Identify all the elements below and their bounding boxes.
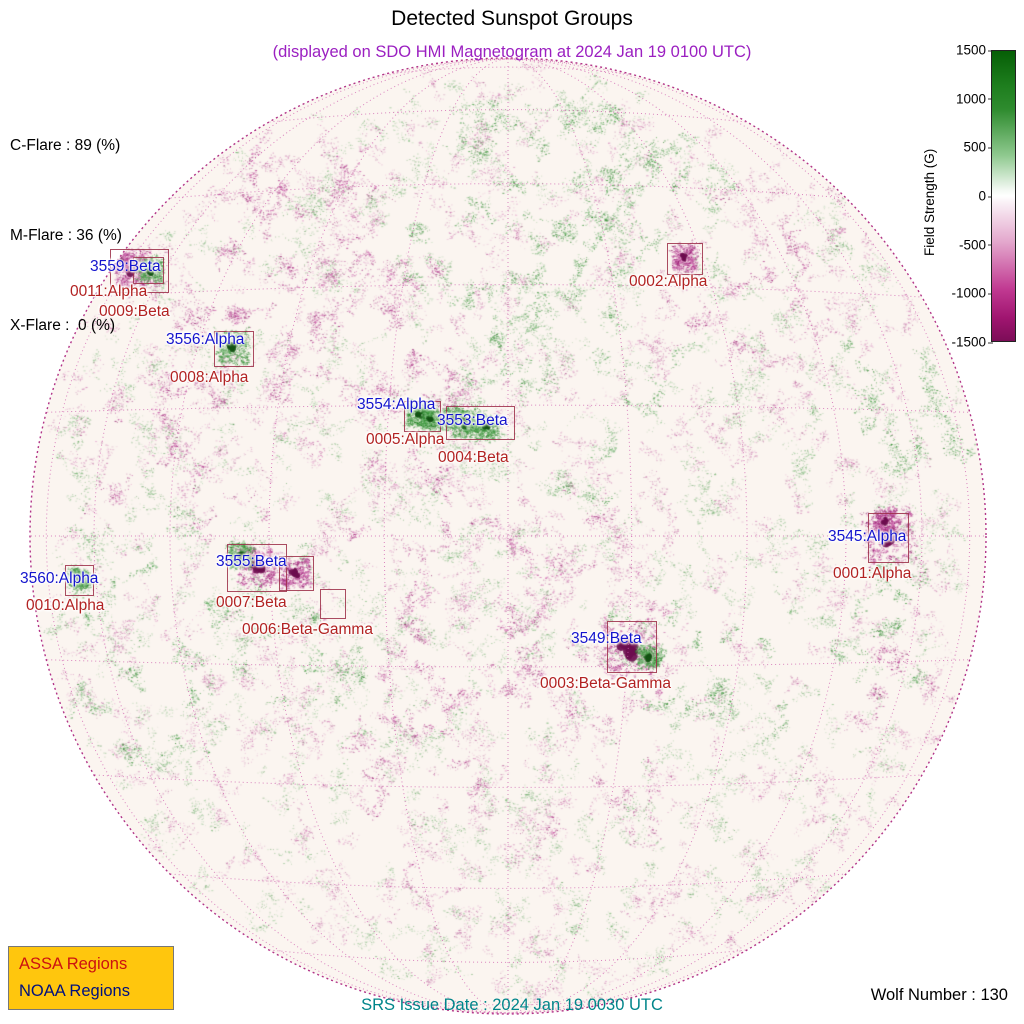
colorbar-tick--1500: -1500 xyxy=(951,334,993,350)
colorbar-axis-label: Field Strength (G) xyxy=(922,148,937,256)
field-strength-colorbar: Field Strength (G) 1500 1000 500 0 -500 -1000… xyxy=(922,43,1016,350)
colorbar-tick-500: 500 xyxy=(963,139,993,155)
colorbar-tick-1000: 1000 xyxy=(955,91,994,107)
chart-title: Detected Sunspot Groups xyxy=(391,7,633,30)
chart-subtitle: (displayed on SDO HMI Magnetogram at 202… xyxy=(272,43,752,61)
c-flare-probability: C-Flare : 89 (%) xyxy=(10,137,121,154)
noaa-regions-label: NOAA Regions xyxy=(19,982,130,1000)
colorbar-tick-0: 0 xyxy=(978,188,993,204)
colorbar-tick--1000: -1000 xyxy=(951,285,993,301)
assa-regions-label: ASSA Regions xyxy=(19,955,128,973)
srs-issue-date: SRS Issue Date : 2024 Jan 19 0030 UTC xyxy=(361,996,663,1014)
flare-probabilities: C-Flare : 89 (%) M-Flare : 36 (%) X-Flar… xyxy=(10,71,122,401)
colorbar-tick--500: -500 xyxy=(958,237,994,253)
regions-legend: ASSA Regions NOAA Regions xyxy=(8,946,174,1010)
x-flare-probability: X-Flare : 0 (%) xyxy=(10,317,116,334)
m-flare-probability: M-Flare : 36 (%) xyxy=(10,227,122,244)
wolf-number: Wolf Number : 130 xyxy=(870,986,1008,1004)
colorbar-tick-1500: 1500 xyxy=(955,42,994,58)
colorbar-gradient xyxy=(991,50,1016,342)
colorbar-ticks: 1500 1000 500 0 -500 -1000 -1500 xyxy=(936,43,994,350)
